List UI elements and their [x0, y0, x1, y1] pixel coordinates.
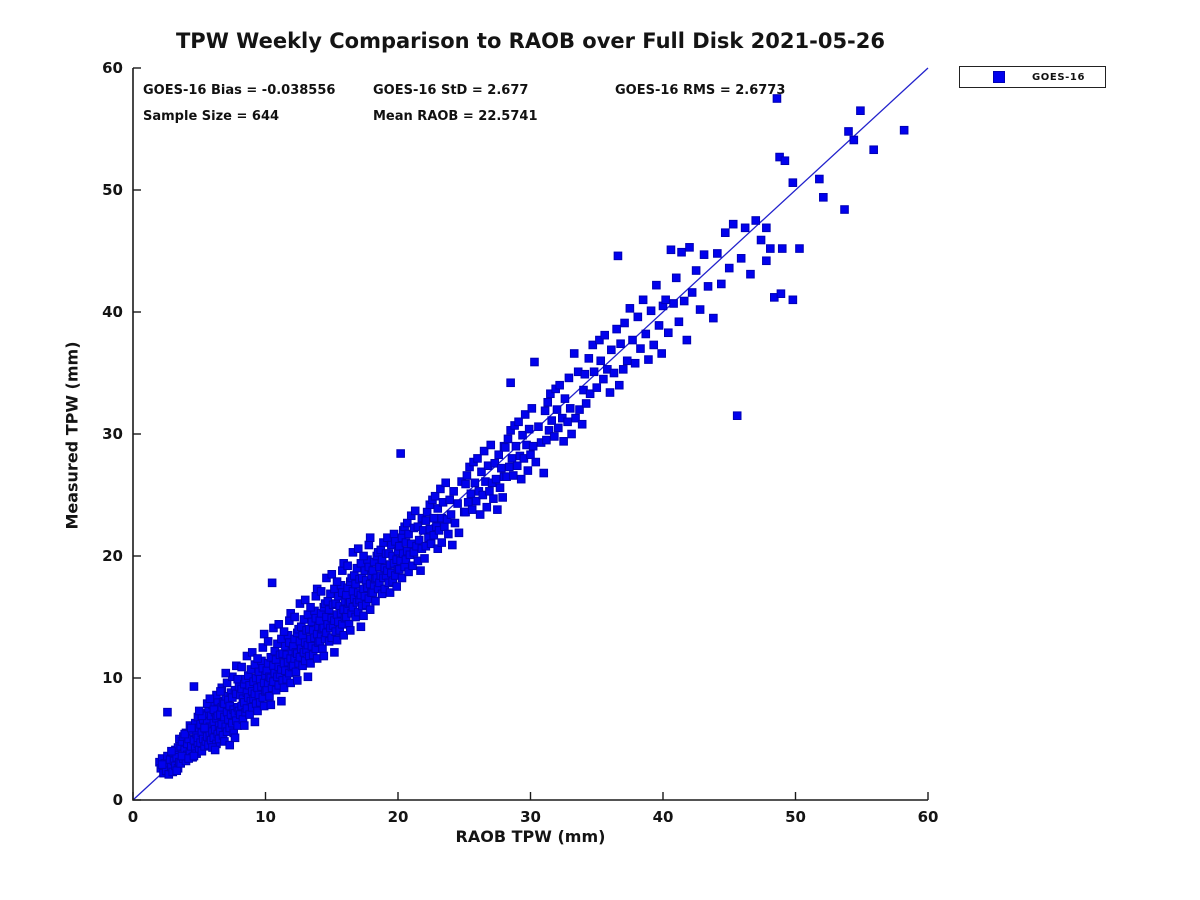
- axis-tick-labels: 0 10 20 30 40 50 60 0 10 20 30 40 50 60: [102, 59, 938, 826]
- svg-text:50: 50: [102, 181, 123, 199]
- svg-text:40: 40: [102, 303, 123, 321]
- stat-mean-raob: Mean RAOB = 22.5741: [373, 109, 538, 124]
- legend-square-marker-icon: [993, 71, 1005, 83]
- stat-rms: GOES-16 RMS = 2.6773: [615, 83, 786, 98]
- svg-text:0: 0: [113, 791, 123, 809]
- stat-sample-size: Sample Size = 644: [143, 109, 280, 124]
- svg-text:60: 60: [918, 808, 939, 826]
- svg-text:60: 60: [102, 59, 123, 77]
- svg-text:30: 30: [102, 425, 123, 443]
- stat-bias: GOES-16 Bias = -0.038556: [143, 83, 336, 98]
- svg-text:40: 40: [653, 808, 674, 826]
- legend-series-label: GOES-16: [1032, 71, 1086, 83]
- scatter-points-goes16: [155, 94, 909, 779]
- svg-text:30: 30: [520, 808, 541, 826]
- y-axis-label: Measured TPW (mm): [62, 341, 82, 530]
- svg-text:10: 10: [255, 808, 276, 826]
- legend-box: GOES-16: [959, 66, 1106, 88]
- svg-text:20: 20: [102, 547, 123, 565]
- svg-text:10: 10: [102, 669, 123, 687]
- svg-text:20: 20: [388, 808, 409, 826]
- stat-std: GOES-16 StD = 2.677: [373, 83, 529, 98]
- x-axis-label: RAOB TPW (mm): [455, 827, 606, 846]
- axes: [132, 67, 929, 801]
- svg-text:0: 0: [128, 808, 138, 826]
- svg-text:50: 50: [785, 808, 806, 826]
- chart-title: TPW Weekly Comparison to RAOB over Full …: [175, 29, 885, 53]
